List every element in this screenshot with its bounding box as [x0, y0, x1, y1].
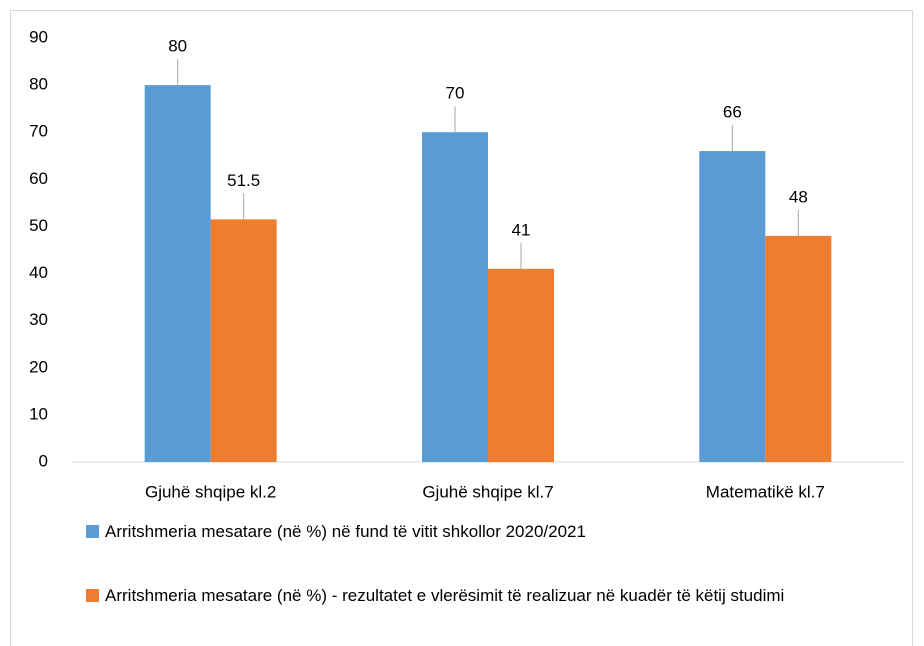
y-tick-label: 90	[29, 27, 48, 46]
bar	[422, 132, 488, 462]
bar	[699, 151, 766, 463]
x-tick-label: Gjuhë shqipe kl.7	[422, 482, 553, 501]
legend-label: Arritshmeria mesatare (në %) - rezultate…	[105, 586, 785, 605]
data-label: 48	[789, 187, 808, 206]
bar	[210, 219, 277, 462]
y-tick-label: 0	[39, 451, 48, 470]
y-tick-label: 20	[29, 357, 48, 376]
bar	[144, 85, 211, 462]
y-tick-label: 40	[29, 263, 48, 282]
legend-swatch	[86, 525, 99, 538]
data-label: 41	[512, 220, 531, 239]
legend-label: Arritshmeria mesatare (në %) në fund të …	[105, 522, 586, 541]
x-tick-label: Gjuhë shqipe kl.2	[145, 482, 276, 501]
legend-swatch	[86, 589, 99, 602]
y-tick-label: 50	[29, 216, 48, 235]
legend-item: Arritshmeria mesatare (në %) - rezultate…	[86, 582, 895, 609]
data-label: 70	[446, 84, 465, 103]
y-tick-label: 70	[29, 122, 48, 141]
legend-item: Arritshmeria mesatare (në %) në fund të …	[86, 518, 895, 545]
chart-border	[10, 10, 913, 646]
bar	[765, 235, 832, 462]
data-label: 66	[723, 103, 742, 122]
bar	[488, 268, 554, 462]
data-label: 80	[168, 37, 187, 56]
x-tick-label: Matematikë kl.7	[706, 482, 825, 501]
data-label: 51.5	[227, 171, 260, 190]
y-tick-label: 80	[29, 75, 48, 94]
y-tick-label: 60	[29, 169, 48, 188]
y-tick-label: 10	[29, 404, 48, 423]
y-tick-label: 30	[29, 310, 48, 329]
